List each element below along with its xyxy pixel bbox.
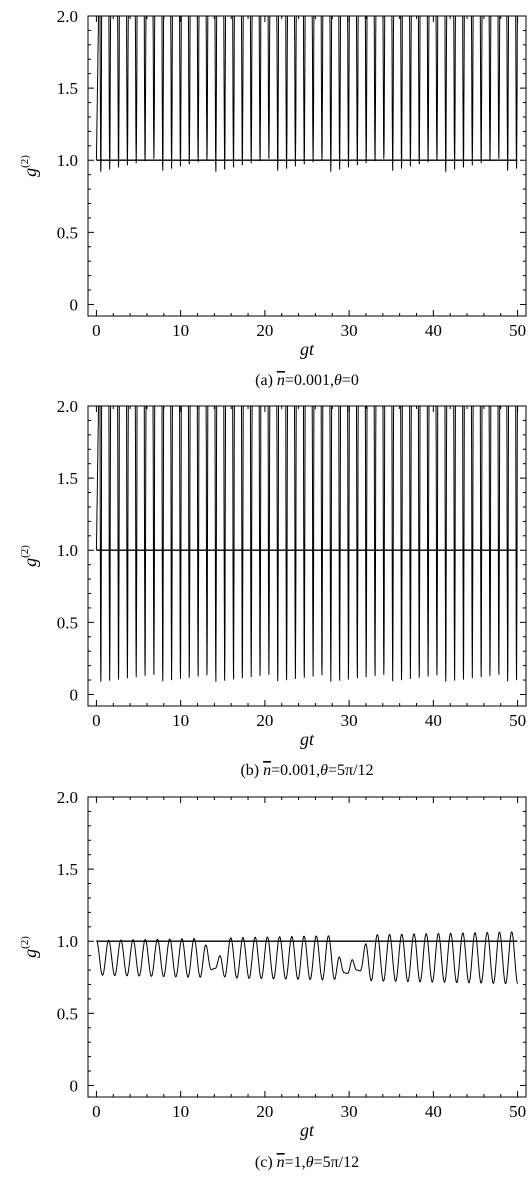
y-tick-label: 0.5 (57, 1004, 78, 1023)
x-tick-label: 50 (509, 321, 526, 340)
y-tick-label: 0 (70, 1076, 79, 1095)
caption-nbar: n (263, 762, 271, 779)
caption-theta: θ (306, 1154, 314, 1171)
x-tick-label: 0 (92, 711, 101, 730)
caption-theta: θ (320, 762, 328, 779)
y-tick-label: 1.0 (57, 932, 78, 951)
y-tick-label: 1.0 (57, 541, 78, 560)
x-tick-label: 40 (425, 321, 442, 340)
x-tick-label: 40 (425, 711, 442, 730)
caption-theta-value: =5π/12 (314, 1154, 360, 1171)
caption-prefix: (c) (255, 1154, 277, 1171)
y-axis-title-superscript: (2) (19, 155, 31, 168)
x-tick-label: 30 (341, 1102, 358, 1121)
x-tick-label: 0 (92, 1102, 101, 1121)
chart-panel-2: 0 10 20 30 40 50 0 0.5 1.0 1.5 2.0 gt g(2) (b) n=0.00… (19, 397, 527, 779)
caption-nbar: n (277, 1154, 285, 1171)
x-tick-label: 20 (256, 711, 273, 730)
y-axis-title: g(2) (19, 936, 40, 958)
x-tick-label: 50 (509, 711, 526, 730)
x-tick-label: 10 (172, 711, 189, 730)
x-tick-label: 30 (341, 711, 358, 730)
y-axis-title-base: g (20, 949, 40, 958)
y-tick-label: 1.0 (57, 151, 78, 170)
caption-theta-value: =0 (342, 372, 359, 389)
chart-panel-3: 0 10 20 30 40 50 0 0.5 1.0 1.5 2.0 gt g(2) (c) n=1,θ=… (19, 788, 527, 1171)
caption-nbar: n (277, 372, 285, 389)
panel-caption: (c) n=1,θ=5π/12 (255, 1154, 359, 1171)
y-axis-title-base: g (20, 168, 40, 177)
caption-prefix: (a) (255, 372, 277, 389)
y-tick-label: 1.5 (57, 79, 78, 98)
caption-nbar-value: =0.001, (285, 372, 334, 389)
x-tick-label: 20 (256, 321, 273, 340)
y-axis-title-base: g (20, 558, 40, 567)
plot-frame (87, 796, 527, 1098)
panel-caption: (b) n=0.001,θ=5π/12 (240, 762, 373, 779)
x-tick-label: 10 (172, 321, 189, 340)
series-line-1 (95, 406, 518, 682)
x-axis-title: gt (300, 339, 315, 359)
y-tick-label: 2.0 (57, 788, 78, 807)
y-axis-title: g(2) (19, 545, 40, 567)
y-tick-label: 2.0 (57, 7, 78, 26)
y-axis-title-superscript: (2) (19, 936, 31, 949)
y-tick-label: 0 (70, 685, 79, 704)
x-tick-label: 40 (425, 1102, 442, 1121)
caption-theta: θ (334, 372, 342, 389)
panel-caption: (a) n=0.001,θ=0 (255, 372, 359, 389)
caption-theta-value: =5π/12 (328, 762, 374, 779)
series-line-1 (96, 931, 519, 984)
y-axis-title: g(2) (19, 155, 40, 177)
chart-panel-1: 0 10 20 30 40 50 0 0.5 1.0 1.5 2.0 gt g(2) (a) n=0.00… (19, 7, 527, 389)
y-tick-label: 2.0 (57, 397, 78, 416)
caption-nbar-value: =1, (285, 1154, 306, 1171)
x-tick-label: 30 (341, 321, 358, 340)
x-tick-label: 20 (256, 1102, 273, 1121)
caption-nbar-value: =0.001, (271, 762, 320, 779)
y-tick-label: 0 (70, 295, 79, 314)
y-tick-label: 1.5 (57, 469, 78, 488)
caption-prefix: (b) (240, 762, 263, 779)
series-line-1 (95, 16, 518, 172)
y-tick-label: 0.5 (57, 223, 78, 242)
y-tick-label: 0.5 (57, 613, 78, 632)
x-tick-label: 0 (92, 321, 101, 340)
y-tick-label: 1.5 (57, 860, 78, 879)
x-axis-title: gt (300, 1120, 315, 1140)
x-axis-title: gt (300, 729, 315, 749)
x-tick-label: 50 (509, 1102, 526, 1121)
x-tick-label: 10 (172, 1102, 189, 1121)
y-axis-title-superscript: (2) (19, 545, 31, 558)
